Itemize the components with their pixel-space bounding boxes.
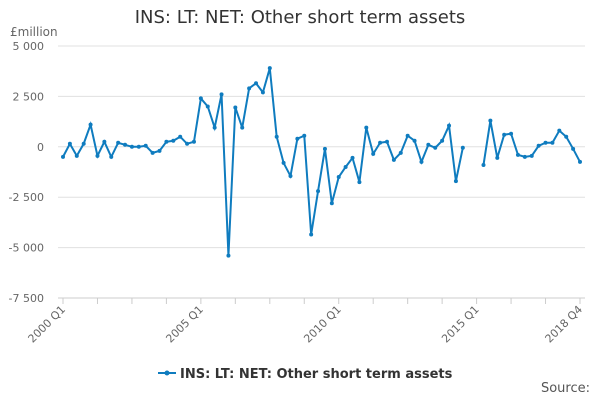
data-point bbox=[129, 144, 134, 149]
data-point bbox=[81, 141, 86, 146]
data-point bbox=[412, 138, 417, 143]
data-point bbox=[233, 105, 238, 110]
data-point bbox=[426, 142, 431, 147]
data-point bbox=[150, 150, 155, 155]
data-point bbox=[95, 153, 100, 158]
data-point bbox=[116, 140, 121, 145]
data-point bbox=[350, 155, 355, 160]
data-point bbox=[398, 150, 403, 155]
data-point bbox=[74, 153, 79, 158]
data-point bbox=[240, 125, 245, 130]
x-tick-label: 2010 Q1 bbox=[301, 303, 344, 346]
data-point bbox=[295, 136, 300, 141]
y-tick-label: 5 000 bbox=[13, 40, 45, 53]
data-point bbox=[274, 134, 279, 139]
data-point bbox=[212, 125, 217, 130]
data-point bbox=[460, 145, 465, 150]
data-point bbox=[509, 131, 514, 136]
x-tick-label: 2000 Q1 bbox=[26, 303, 69, 346]
data-point bbox=[453, 179, 458, 184]
data-point bbox=[260, 90, 265, 95]
data-point bbox=[88, 122, 93, 127]
data-point bbox=[322, 146, 327, 151]
data-point bbox=[502, 132, 507, 137]
data-point bbox=[495, 155, 500, 160]
data-point bbox=[329, 201, 334, 206]
data-point bbox=[254, 81, 259, 86]
data-point bbox=[67, 141, 72, 146]
data-point bbox=[522, 154, 527, 159]
y-tick-label: -2 500 bbox=[9, 191, 44, 204]
data-point bbox=[164, 139, 169, 144]
data-point bbox=[481, 162, 486, 167]
legend-marker bbox=[164, 370, 170, 376]
data-point bbox=[578, 159, 582, 164]
data-point bbox=[405, 133, 410, 138]
x-tick-label: 2018 Q4 bbox=[543, 303, 586, 346]
data-point bbox=[529, 153, 534, 158]
data-point bbox=[550, 140, 555, 145]
data-point bbox=[536, 143, 541, 148]
data-point bbox=[357, 180, 362, 185]
y-tick-label: 0 bbox=[37, 141, 44, 154]
y-tick-label: 2 500 bbox=[13, 90, 45, 103]
data-point bbox=[440, 138, 445, 143]
data-point bbox=[219, 92, 224, 97]
data-point bbox=[371, 151, 376, 156]
source-label: Source: bbox=[540, 381, 590, 396]
data-point bbox=[102, 139, 107, 144]
data-point bbox=[564, 134, 569, 139]
data-point bbox=[109, 154, 114, 159]
data-point bbox=[136, 144, 141, 149]
data-point bbox=[281, 160, 286, 165]
y-tick-label: -7 500 bbox=[9, 292, 44, 305]
legend-label: INS: LT: NET: Other short term assets bbox=[180, 367, 453, 382]
chart-title: INS: LT: NET: Other short term assets bbox=[134, 7, 466, 28]
data-point bbox=[316, 189, 321, 194]
data-point bbox=[178, 134, 183, 139]
data-point bbox=[61, 154, 65, 159]
data-point bbox=[185, 141, 190, 146]
data-point bbox=[488, 118, 493, 123]
data-point bbox=[433, 145, 438, 150]
data-point bbox=[543, 140, 548, 145]
data-point bbox=[343, 164, 348, 169]
data-point bbox=[384, 139, 389, 144]
data-point bbox=[267, 66, 272, 71]
x-tick-label: 2015 Q1 bbox=[439, 303, 482, 346]
y-axis-label: £million bbox=[10, 25, 58, 39]
data-point bbox=[515, 152, 520, 157]
data-point bbox=[198, 96, 203, 101]
data-point bbox=[336, 175, 341, 180]
data-point bbox=[288, 174, 293, 179]
data-point bbox=[419, 159, 424, 164]
data-point bbox=[226, 253, 231, 258]
y-tick-label: -5 000 bbox=[9, 242, 44, 255]
data-point bbox=[364, 125, 369, 130]
data-point bbox=[378, 140, 383, 145]
data-point bbox=[309, 232, 314, 237]
data-point bbox=[571, 146, 576, 151]
data-point bbox=[157, 148, 162, 153]
data-point bbox=[171, 138, 176, 143]
data-point bbox=[191, 139, 196, 144]
data-point bbox=[447, 123, 452, 128]
data-point bbox=[123, 142, 128, 147]
data-point bbox=[247, 86, 252, 91]
data-point bbox=[143, 143, 148, 148]
data-point bbox=[205, 104, 210, 109]
x-tick-label: 2005 Q1 bbox=[163, 303, 206, 346]
data-point bbox=[557, 128, 562, 133]
data-point bbox=[302, 133, 307, 138]
data-point bbox=[391, 157, 396, 162]
